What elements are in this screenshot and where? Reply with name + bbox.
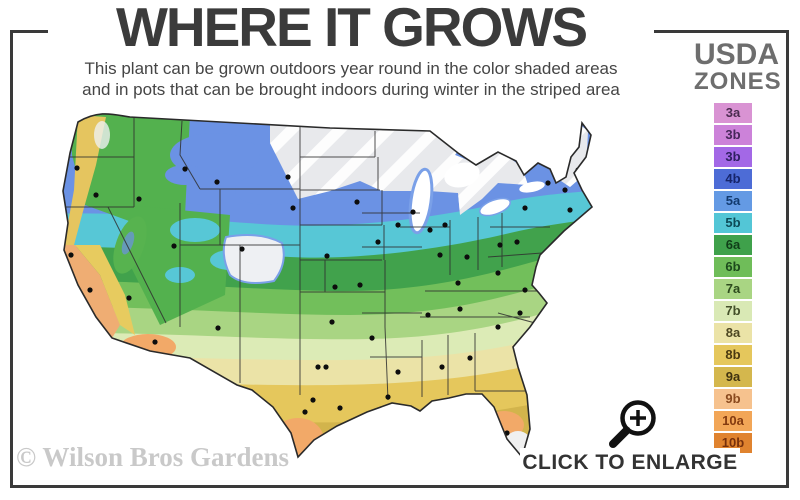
zone-swatch-9a: 9a — [714, 367, 752, 387]
page-title: WHERE IT GROWS — [115, 0, 588, 58]
usda-zone-map[interactable] — [30, 95, 670, 475]
click-to-enlarge-label[interactable]: CLICK TO ENLARGE — [522, 451, 738, 474]
zone-swatch-5a: 5a — [714, 191, 752, 211]
zone-swatch-6b: 6b — [714, 257, 752, 277]
subtitle: This plant can be grown outdoors year ro… — [48, 58, 654, 100]
legend-title-usda: USDA — [694, 38, 780, 71]
rockies-cold-patch — [222, 234, 285, 284]
zone-swatch-3a: 3a — [714, 103, 752, 123]
us-outline — [62, 113, 594, 459]
legend-title-zones: ZONES — [694, 68, 782, 95]
zone-swatch-8a: 8a — [714, 323, 752, 343]
state-borders — [63, 113, 552, 401]
zone-swatch-6a: 6a — [714, 235, 752, 255]
zone-swatch-9b: 9b — [714, 389, 752, 409]
watermark: © Wilson Bros Gardens — [16, 442, 289, 472]
header: WHERE IT GROWS This plant can be grown o… — [48, 0, 654, 102]
zone-swatch-8b: 8b — [714, 345, 752, 365]
zone-swatch-5b: 5b — [714, 213, 752, 233]
click-to-enlarge[interactable]: CLICK TO ENLARGE — [520, 448, 740, 481]
great-lakes — [408, 162, 545, 235]
zone-swatch-7b: 7b — [714, 301, 752, 321]
zone-swatch-4b: 4b — [714, 169, 752, 189]
zone-swatch-7a: 7a — [714, 279, 752, 299]
magnifier-plus-icon[interactable] — [600, 395, 664, 455]
subtitle-line-2: and in pots that can be brought indoors … — [82, 80, 620, 99]
usda-zones-legend: USDA ZONES 3a 3b 3b 4b 5a 5b 6a 6b 7a 7b 8a 8b 9a 9b 1… — [694, 38, 782, 455]
subtitle-line-1: This plant can be grown outdoors year ro… — [84, 59, 618, 78]
city-dots — [68, 165, 581, 436]
usda-zones-list: 3a 3b 3b 4b 5a 5b 6a 6b 7a 7b 8a 8b 9a 9b 10a 10b — [694, 103, 772, 453]
zone-swatch-3b: 3b — [714, 147, 752, 167]
zone-swatch-10a: 10a — [714, 411, 752, 431]
zone-swatch-3b: 3b — [714, 125, 752, 145]
